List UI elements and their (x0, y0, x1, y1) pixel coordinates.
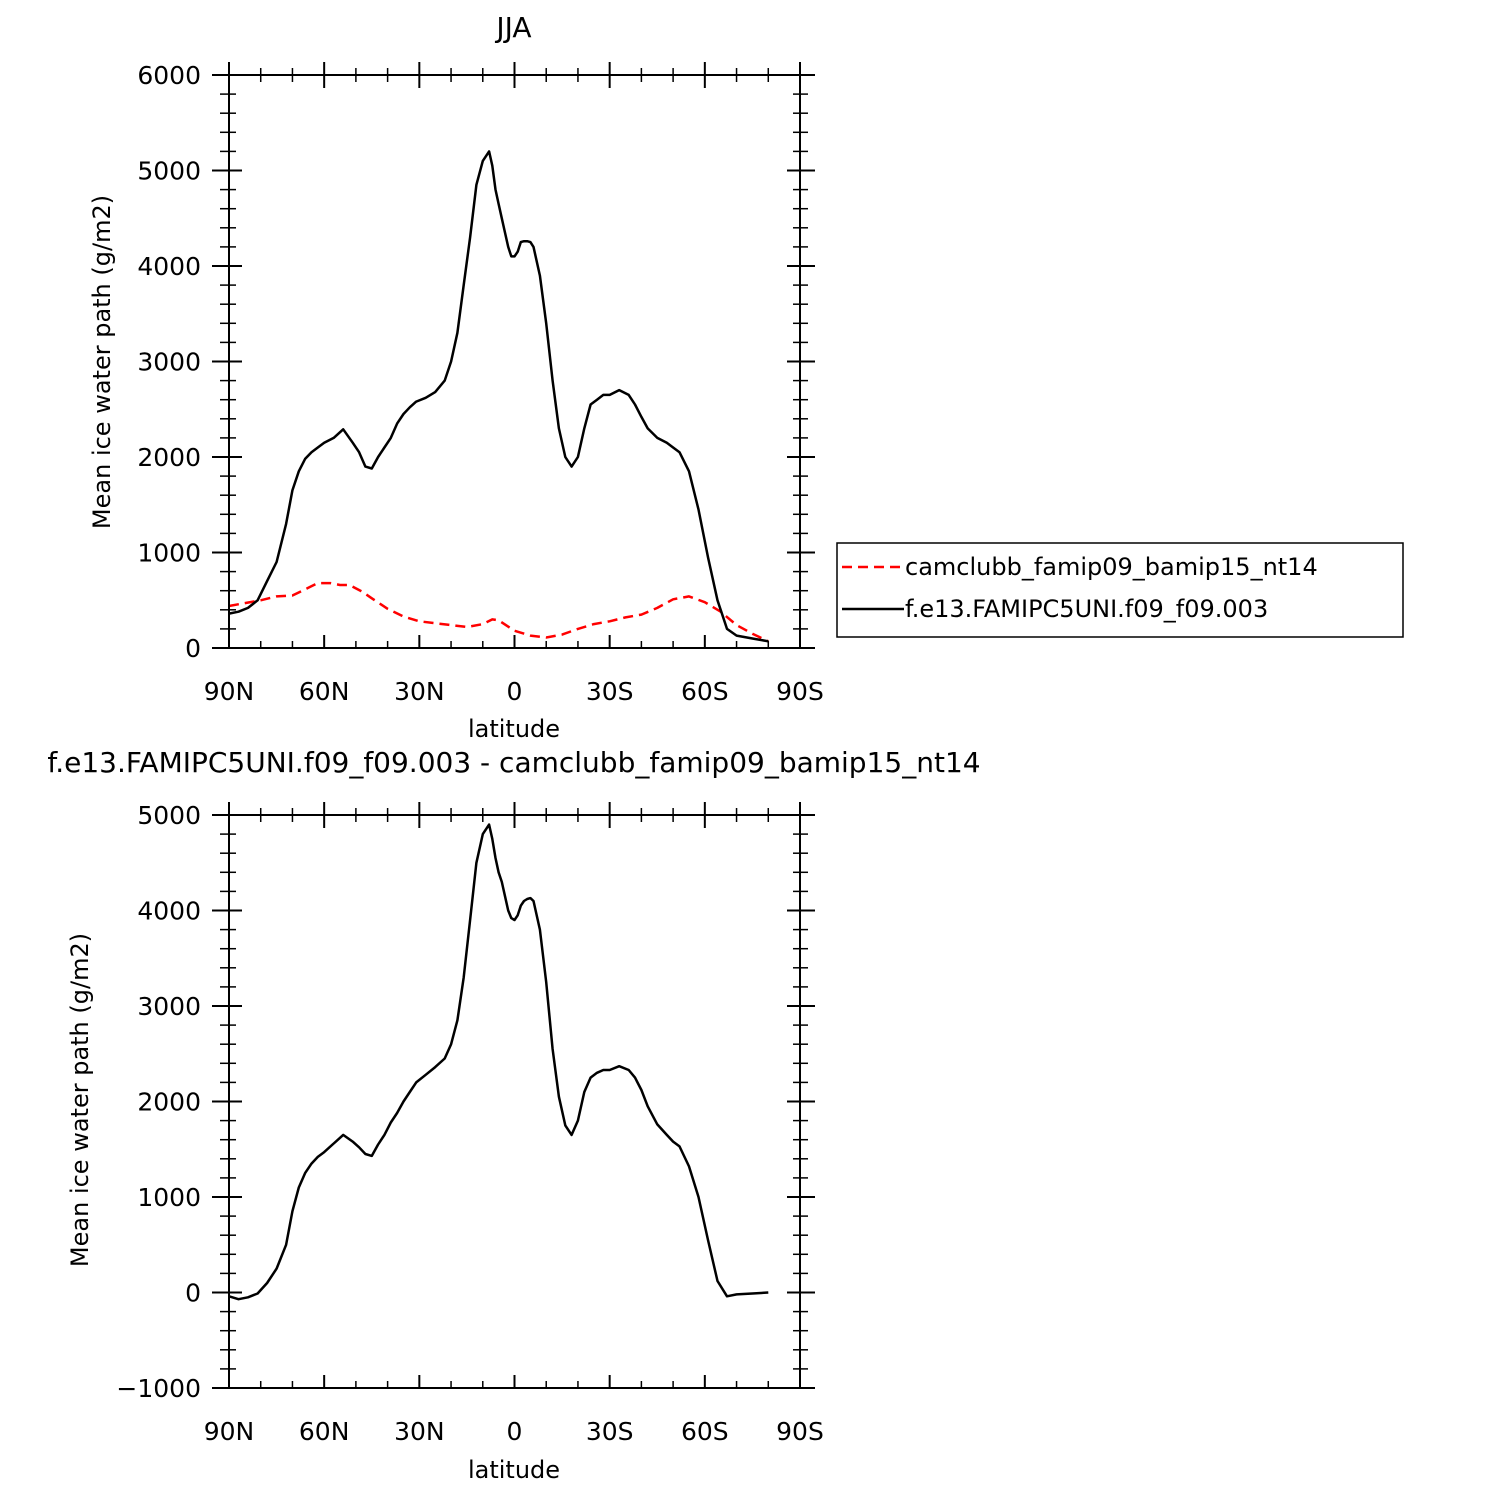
y-tick-label: 4000 (137, 897, 201, 926)
ticks (212, 62, 815, 649)
y-tick-label: 2000 (137, 443, 201, 472)
x-tick-label: 60S (681, 677, 729, 706)
legend-label-camclubb: camclubb_famip09_bamip15_nt14 (905, 553, 1318, 581)
x-tick-label: 90S (776, 1417, 824, 1446)
legend-box (836, 542, 1404, 638)
x-tick-label: 90N (204, 1417, 255, 1446)
y-tick-label: 1000 (137, 539, 201, 568)
y-tick-label: 2000 (137, 1088, 201, 1117)
x-tick-labels: 90N 60N 30N 0 30S 60S 90S (204, 677, 824, 706)
x-tick-label: 30N (394, 1417, 445, 1446)
panel-title: JJA (494, 11, 531, 44)
panel-difference: f.e13.FAMIPC5UNI.f09_f09.003 - camclubb_… (47, 746, 980, 1484)
legend-label-famipc5uni: f.e13.FAMIPC5UNI.f09_f09.003 (905, 595, 1268, 623)
y-tick-label: 6000 (137, 61, 201, 90)
y-tick-label: −1000 (116, 1374, 201, 1403)
x-tick-label: 60N (299, 677, 350, 706)
x-tick-label: 60N (299, 1417, 350, 1446)
plot-frame (228, 74, 801, 649)
x-tick-label: 60S (681, 1417, 729, 1446)
x-tick-label: 90N (204, 677, 255, 706)
y-tick-labels: −1000 0 1000 2000 3000 4000 5000 (116, 801, 201, 1403)
x-tick-label: 0 (507, 1417, 523, 1446)
y-tick-label: 0 (185, 634, 201, 663)
y-tick-label: 5000 (137, 801, 201, 830)
y-tick-label: 0 (185, 1279, 201, 1308)
series-line-difference (228, 823, 769, 1301)
x-axis-title: latitude (468, 715, 560, 743)
y-tick-label: 3000 (137, 348, 201, 377)
series-line-camclubb-famip09-bamip15-nt14 (228, 581, 769, 643)
x-tick-label: 30N (394, 677, 445, 706)
plot-frame (228, 814, 801, 1389)
x-tick-labels: 90N 60N 30N 0 30S 60S 90S (204, 1417, 824, 1446)
x-axis-title: latitude (468, 1456, 560, 1484)
panel-jja: JJA 90N 60N 30N 0 30S 60S 90S 0 1000 2000 3000 400… (88, 11, 1404, 743)
series-layer (228, 823, 769, 1301)
series-layer (228, 150, 769, 643)
y-tick-label: 3000 (137, 992, 201, 1021)
panel-title: f.e13.FAMIPC5UNI.f09_f09.003 - camclubb_… (47, 746, 980, 779)
series-line-f-e13-famipc5uni-f09-f09-003 (228, 150, 769, 643)
y-tick-label: 5000 (137, 157, 201, 186)
x-tick-label: 90S (776, 677, 824, 706)
y-axis-title: Mean ice water path (g/m2) (66, 933, 94, 1267)
legend: camclubb_famip09_bamip15_nt14 f.e13.FAMI… (836, 542, 1404, 638)
y-tick-label: 1000 (137, 1183, 201, 1212)
y-axis-title: Mean ice water path (g/m2) (88, 195, 116, 529)
x-tick-label: 30S (586, 1417, 634, 1446)
y-tick-label: 4000 (137, 252, 201, 281)
y-tick-labels: 0 1000 2000 3000 4000 5000 6000 (137, 61, 201, 663)
x-tick-label: 0 (507, 677, 523, 706)
x-tick-label: 30S (586, 677, 634, 706)
ticks (212, 802, 815, 1389)
